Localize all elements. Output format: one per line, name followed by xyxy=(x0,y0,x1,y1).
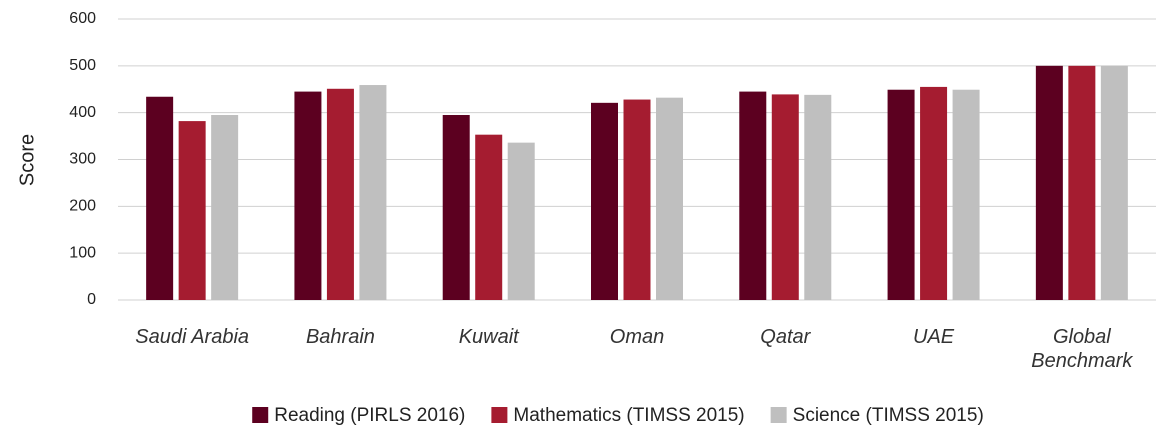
bar xyxy=(359,85,387,300)
y-tick-label: 0 xyxy=(87,291,96,308)
x-tick-label: Saudi Arabia xyxy=(135,326,250,348)
bar xyxy=(623,99,651,300)
bar xyxy=(887,89,915,301)
legend-label: Mathematics (TIMSS 2015) xyxy=(513,405,744,426)
bar xyxy=(656,97,683,301)
y-tick-label: 100 xyxy=(69,244,96,261)
bar xyxy=(146,96,174,300)
x-tick-label: Oman xyxy=(609,326,665,348)
bar xyxy=(1068,65,1096,300)
bar xyxy=(591,102,618,300)
x-tick-label: Qatar xyxy=(760,326,811,348)
legend-label: Science (TIMSS 2015) xyxy=(793,405,984,426)
y-tick-label: 300 xyxy=(69,151,96,168)
y-tick-label: 200 xyxy=(69,198,96,215)
legend-swatch xyxy=(491,407,508,423)
y-tick-label: 500 xyxy=(69,57,96,74)
y-axis-label: Score xyxy=(16,134,38,186)
legend-swatch xyxy=(770,407,787,423)
bar xyxy=(1035,65,1063,300)
bar xyxy=(475,134,503,300)
y-tick-label: 600 xyxy=(69,10,96,27)
bar xyxy=(507,142,535,300)
legend-label: Reading (PIRLS 2016) xyxy=(274,405,465,426)
bar xyxy=(178,121,206,300)
x-tick-label: Kuwait xyxy=(458,326,519,348)
bar xyxy=(211,115,239,300)
x-tick-label: Global Benchmark xyxy=(1031,326,1133,372)
bar xyxy=(326,88,354,300)
x-tick-label: Bahrain xyxy=(305,326,375,348)
bar xyxy=(294,91,322,300)
bar xyxy=(1100,65,1128,300)
bar xyxy=(442,115,470,300)
bar xyxy=(771,94,799,300)
bar xyxy=(920,86,948,301)
bar xyxy=(952,89,980,301)
y-tick-label: 400 xyxy=(69,104,96,121)
legend-swatch xyxy=(252,407,269,423)
bar xyxy=(804,94,832,301)
x-tick-label: UAE xyxy=(913,326,955,348)
bar xyxy=(739,91,767,300)
